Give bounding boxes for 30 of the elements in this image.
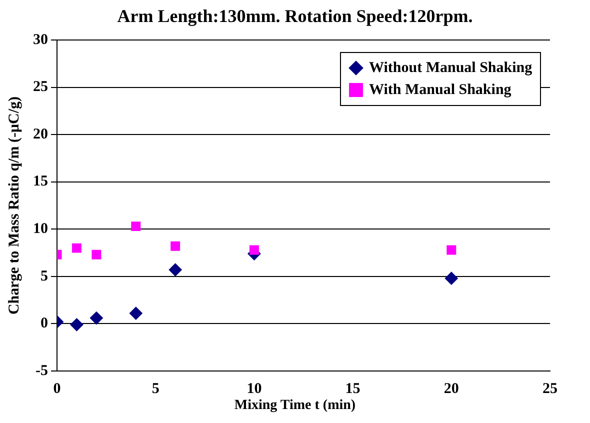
x-tick-label: 25 xyxy=(542,380,558,397)
y-axis-title: Charge to Mass Ratio q/m (-μC/g) xyxy=(6,96,24,314)
legend-label: Without Manual Shaking xyxy=(369,59,532,78)
y-tick-label: 5 xyxy=(40,268,48,284)
y-tick-label: 20 xyxy=(33,126,48,142)
point xyxy=(446,245,456,255)
point xyxy=(129,306,142,320)
point xyxy=(92,250,102,260)
legend-label: With Manual Shaking xyxy=(369,81,512,100)
y-tick-label: 25 xyxy=(33,79,48,96)
y-tick-label: 30 xyxy=(33,32,48,48)
x-tick-label: 5 xyxy=(152,380,160,397)
x-tick-label: 0 xyxy=(53,380,61,397)
y-tick-label: 15 xyxy=(33,174,48,190)
y-tick-label: 0 xyxy=(40,316,48,332)
point xyxy=(444,272,458,285)
point xyxy=(72,243,82,253)
point xyxy=(168,263,182,276)
y-tick-label: 10 xyxy=(33,221,48,238)
point xyxy=(249,245,259,255)
x-tick-label: 20 xyxy=(444,380,459,397)
x-axis-title: Mixing Time t (min) xyxy=(233,398,357,414)
x-tick-label: 15 xyxy=(345,380,360,397)
point xyxy=(131,222,141,232)
chart-title: Arm Length:130mm. Rotation Speed:120rpm. xyxy=(116,6,474,27)
point xyxy=(90,312,103,325)
y-tick-label: -5 xyxy=(36,362,48,379)
point xyxy=(170,241,180,251)
point xyxy=(70,318,84,332)
x-tick-label: 10 xyxy=(246,380,262,397)
